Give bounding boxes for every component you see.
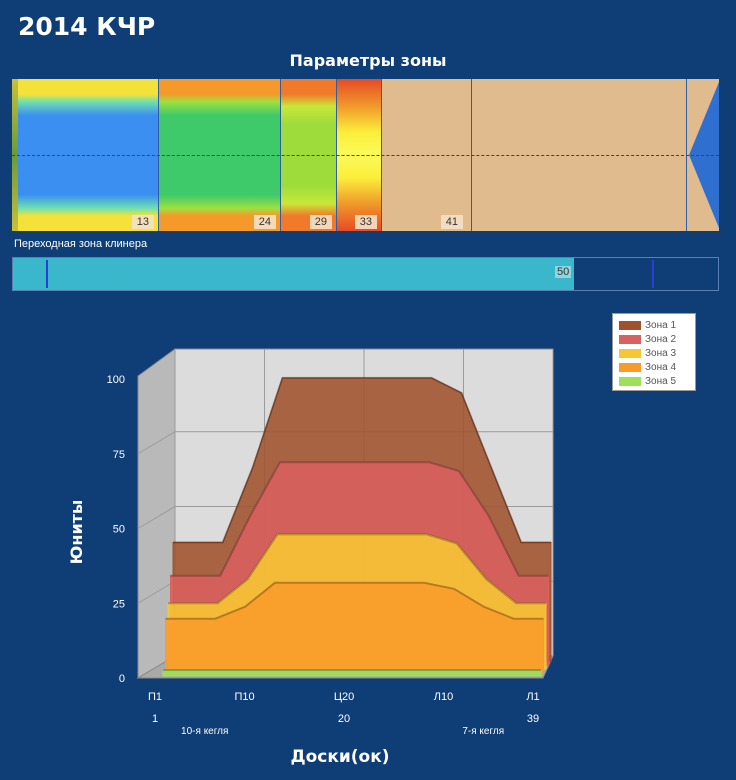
legend-item-2[interactable]: Зона 2 [619, 332, 689, 346]
zone-label-2: 24 [253, 215, 276, 229]
transition-zone-label: Переходная зона клинера [14, 238, 148, 250]
legend-swatch [619, 334, 641, 344]
transition-zone-value: 50 [555, 266, 572, 278]
y-tick-label: 50 [113, 524, 125, 536]
x-tick-number: 20 [338, 713, 350, 725]
x-annotation: 7-я кегля [462, 726, 504, 737]
x-tick-label: П1 [148, 691, 162, 703]
legend-swatch [619, 348, 641, 358]
series-ridge-3 [168, 533, 546, 605]
series-ridge-2 [170, 461, 549, 577]
zone-label-4: 33 [354, 215, 377, 229]
y-tick-label: 100 [107, 374, 125, 386]
zone-label-5: 41 [440, 215, 463, 229]
lane-center-line [12, 155, 719, 156]
legend-swatch [619, 376, 641, 386]
legend-label: Зона 5 [645, 375, 677, 387]
transition-zone-slider[interactable]: 50 [12, 257, 719, 291]
transition-end-marker[interactable] [652, 260, 654, 288]
y-axis-title: Юниты [67, 500, 86, 565]
y-tick-label: 25 [113, 598, 125, 610]
legend-label: Зона 4 [645, 361, 677, 373]
oil-pattern-chart: 0 25 50 75 100 П1 1 П10 Ц20 20 Л10 Л1 39 10-я кегля 7-… [67, 348, 554, 767]
legend-swatch [619, 362, 641, 372]
y-gridline-side [137, 431, 176, 455]
legend-label: Зона 1 [645, 319, 677, 331]
x-tick-number: 1 [152, 713, 158, 725]
series-area-4 [165, 582, 544, 673]
y-gridline-side [137, 580, 176, 604]
y-tick-label: 0 [119, 673, 125, 685]
legend-item-3[interactable]: Зона 3 [619, 346, 689, 360]
x-tick-label: П10 [234, 691, 254, 703]
y-tick-label: 75 [113, 449, 125, 461]
series-area-5 [162, 669, 542, 677]
transition-start-marker[interactable] [46, 260, 48, 288]
page-title: 2014 КЧР [18, 12, 156, 41]
transition-zone-fill [13, 258, 574, 290]
legend-item-1[interactable]: Зона 1 [619, 318, 689, 332]
series-ridge-1 [173, 376, 551, 544]
legend-item-5[interactable]: Зона 5 [619, 374, 689, 388]
lane-zone-diagram: 13 24 29 33 41 [12, 79, 719, 231]
zone-label-1: 13 [131, 215, 154, 229]
zone-parameters-title: Параметры зоны [289, 51, 447, 70]
x-tick-label: Ц20 [334, 691, 354, 703]
x-tick-label: Л1 [526, 691, 539, 703]
y-gridline-side [137, 506, 176, 529]
chart-legend: Зона 1 Зона 2 Зона 3 Зона 4 Зона 5 [612, 313, 696, 391]
legend-label: Зона 2 [645, 333, 677, 345]
legend-item-4[interactable]: Зона 4 [619, 360, 689, 374]
x-tick-label: Л10 [434, 691, 453, 703]
x-annotation: 10-я кегля [181, 726, 228, 737]
legend-swatch [619, 320, 641, 330]
x-tick-number: 39 [527, 713, 539, 725]
zone-label-3: 29 [309, 215, 332, 229]
x-axis-title: Доски(ок) [290, 747, 389, 767]
series-ridge-4 [165, 581, 544, 620]
legend-label: Зона 3 [645, 347, 677, 359]
